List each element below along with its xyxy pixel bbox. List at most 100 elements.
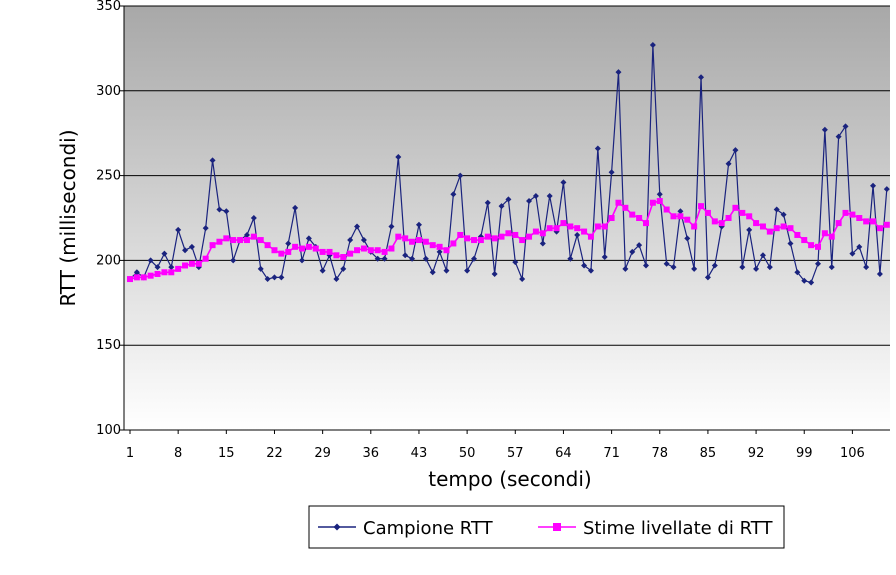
data-point (374, 247, 381, 254)
data-point (849, 211, 856, 218)
data-point (691, 265, 698, 272)
data-point (250, 215, 257, 221)
data-point (787, 240, 794, 247)
y-tick-label: 250 (96, 169, 121, 184)
data-point (188, 260, 195, 267)
data-point (526, 198, 533, 205)
data-point (883, 186, 890, 193)
data-point (560, 179, 567, 186)
data-point (670, 213, 677, 220)
data-point (347, 250, 354, 257)
data-point (780, 223, 787, 230)
x-tick-label: 71 (603, 446, 620, 461)
data-point (746, 226, 753, 233)
data-point (484, 233, 491, 240)
data-point (863, 264, 870, 271)
data-point (532, 192, 539, 199)
legend-label: Stime livellate di RTT (583, 518, 773, 539)
data-point (271, 247, 278, 254)
x-tick-label: 1 (126, 446, 134, 461)
data-point (257, 237, 264, 244)
data-point (292, 204, 299, 211)
data-point (422, 255, 429, 262)
data-point (395, 153, 402, 160)
data-point (477, 237, 484, 244)
data-point (684, 216, 691, 223)
data-point (766, 228, 773, 235)
data-point (182, 247, 189, 254)
data-point (188, 243, 195, 250)
data-point (484, 199, 491, 206)
data-point (464, 235, 471, 242)
x-tick-label: 43 (411, 446, 428, 461)
data-point (587, 233, 594, 240)
data-point (422, 238, 429, 245)
data-point (801, 237, 808, 244)
data-point (773, 206, 780, 213)
data-point (677, 213, 684, 220)
data-point (147, 272, 154, 279)
data-point (808, 279, 815, 286)
legend-label: Campione RTT (363, 518, 494, 539)
data-point (161, 269, 168, 276)
data-point (354, 223, 361, 230)
data-point (498, 203, 505, 210)
data-point (209, 242, 216, 249)
data-point (237, 237, 244, 244)
data-point (299, 245, 305, 252)
data-point (395, 233, 402, 240)
data-point (292, 243, 299, 250)
data-point (711, 218, 718, 225)
data-point (842, 123, 849, 130)
data-point (312, 245, 319, 252)
data-point (354, 247, 361, 254)
x-tick-label: 92 (748, 446, 765, 461)
data-point (457, 172, 464, 179)
data-point (333, 276, 340, 283)
y-tick-label: 100 (96, 423, 121, 438)
x-tick-label: 15 (218, 446, 235, 461)
data-point (505, 230, 512, 237)
data-point (209, 157, 216, 164)
data-point (415, 221, 422, 228)
x-tick-label: 106 (840, 446, 865, 461)
data-point (574, 231, 581, 238)
data-point (429, 269, 436, 276)
data-point (388, 245, 395, 252)
data-point (498, 233, 505, 240)
data-point (319, 248, 326, 255)
data-point (457, 231, 464, 238)
data-point (443, 247, 450, 254)
x-tick-label: 36 (363, 446, 380, 461)
series-stime-livellate (127, 198, 890, 283)
data-point (677, 208, 684, 215)
data-point (409, 255, 416, 262)
data-point (766, 264, 773, 271)
data-point (670, 264, 677, 271)
series-layer (127, 42, 890, 286)
x-tick-label: 64 (555, 446, 572, 461)
x-tick-label: 22 (266, 446, 283, 461)
data-point (553, 225, 560, 232)
data-point (450, 240, 457, 247)
data-point (711, 262, 718, 269)
data-point (835, 220, 842, 227)
data-point (133, 274, 140, 281)
data-point (264, 242, 271, 249)
axis-labels: RTT (millisecondi) tempo (secondi) (56, 129, 592, 491)
data-point (883, 221, 890, 228)
legend-item: Stime livellate di RTT (538, 518, 773, 539)
axes: 100 150 200 250 300 350 1 8 15 22 29 36 43 50 57 64 71 78… (96, 0, 890, 461)
y-tick-label: 350 (96, 0, 121, 14)
data-point (718, 220, 725, 227)
data-point (360, 237, 367, 244)
data-point (347, 237, 354, 244)
data-point (794, 269, 801, 276)
data-point (546, 225, 553, 232)
data-point (133, 269, 140, 276)
legend-swatch-marker (553, 523, 561, 531)
data-point (876, 270, 883, 277)
data-point (147, 257, 154, 264)
data-point (471, 237, 477, 244)
data-point (698, 203, 705, 210)
